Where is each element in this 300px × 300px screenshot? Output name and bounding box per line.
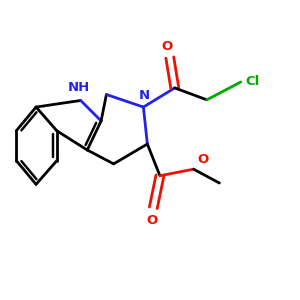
Text: O: O (161, 40, 173, 53)
Text: N: N (139, 89, 150, 102)
Text: Cl: Cl (245, 75, 260, 88)
Text: NH: NH (68, 81, 91, 94)
Text: O: O (197, 153, 208, 166)
Text: O: O (146, 214, 158, 227)
